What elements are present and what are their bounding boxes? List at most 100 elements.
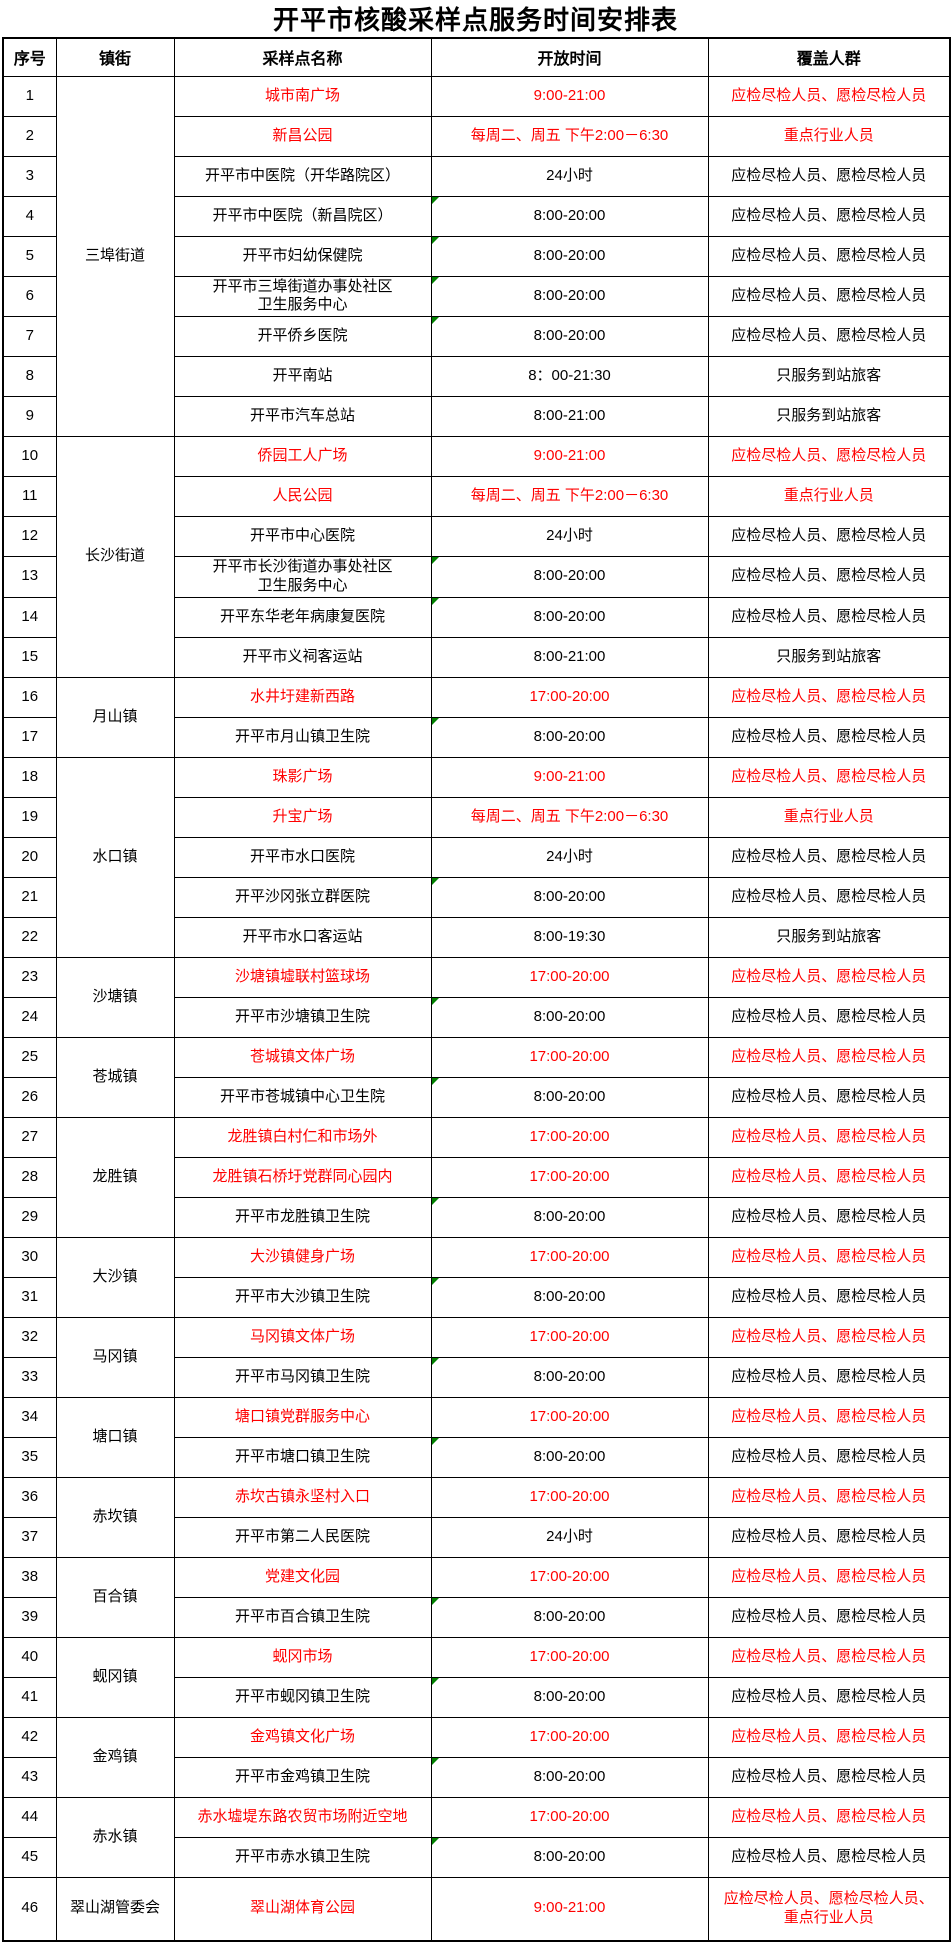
time-cell: 9:00-21:00 — [430, 1876, 709, 1942]
coverage-cell: 应检尽检人员、愿检尽检人员 — [707, 1516, 951, 1558]
site-name-cell: 翠山湖体育公园 — [173, 1876, 432, 1942]
site-name-cell: 苍城镇文体广场 — [173, 1036, 432, 1078]
row-number-cell: 24 — [2, 996, 57, 1038]
time-cell: 8:00-21:00 — [430, 396, 709, 437]
site-name-cell: 开平市金鸡镇卫生院 — [173, 1756, 432, 1798]
site-name-cell: 马冈镇文体广场 — [173, 1316, 432, 1358]
coverage-cell: 应检尽检人员、愿检尽检人员 — [707, 1756, 951, 1798]
site-name-cell: 开平市义祠客运站 — [173, 636, 432, 678]
coverage-cell: 应检尽检人员、愿检尽检人员 — [707, 556, 951, 598]
row-number-cell: 31 — [2, 1276, 57, 1318]
col-header-coverage: 覆盖人群 — [707, 37, 951, 77]
town-cell: 月山镇 — [55, 676, 175, 758]
coverage-cell: 应检尽检人员、愿检尽检人员 — [707, 1716, 951, 1758]
time-text: 8:00-20:00 — [533, 727, 606, 745]
time-text: 8:00-20:00 — [533, 1207, 606, 1225]
time-cell: 17:00-20:00 — [430, 1556, 709, 1598]
row-number-cell: 38 — [2, 1556, 57, 1598]
town-cell: 翠山湖管委会 — [55, 1876, 175, 1942]
table-row: 44 赤水镇 赤水墟堤东路农贸市场附近空地 17:00-20:00 应检尽检人员、愿检尽… — [2, 1796, 951, 1878]
table-row: 1 三埠街道 城市南广场 9:00-21:00 应检尽检人员、愿检尽检人员 — [2, 75, 951, 437]
row-number-cell: 8 — [2, 356, 57, 397]
coverage-cell: 应检尽检人员、愿检尽检人员 — [707, 516, 951, 557]
site-name-cell: 开平侨乡医院 — [173, 316, 432, 357]
table-row: 36 赤坎镇 赤坎古镇永坚村入口 17:00-20:00 应检尽检人员、愿检尽检人员 — [2, 1476, 951, 1558]
table-row: 33 开平市马冈镇卫生院 8:00-20:00 应检尽检人员、愿检尽检人员 — [2, 1356, 951, 1398]
coverage-cell: 应检尽检人员、愿检尽检人员 — [707, 1796, 951, 1838]
coverage-cell: 只服务到站旅客 — [707, 916, 951, 958]
time-text: 17:00-20:00 — [529, 1807, 610, 1825]
row-number-cell: 15 — [2, 636, 57, 678]
time-cell: 8:00-20:00 — [430, 996, 709, 1038]
cell-corner-marker-icon — [432, 1758, 439, 1765]
coverage-cell: 应检尽检人员、愿检尽检人员 — [707, 316, 951, 357]
time-text: 17:00-20:00 — [529, 1047, 610, 1065]
time-cell: 8:00-20:00 — [430, 1836, 709, 1878]
coverage-cell: 应检尽检人员、愿检尽检人员 — [707, 1476, 951, 1518]
coverage-cell: 应检尽检人员、愿检尽检人员 — [707, 1436, 951, 1478]
time-cell: 8:00-20:00 — [430, 1076, 709, 1118]
time-cell: 每周二、周五 下午2:00－6:30 — [430, 115, 709, 157]
coverage-cell: 重点行业人员 — [707, 115, 951, 157]
site-name-cell: 开平市赤水镇卫生院 — [173, 1836, 432, 1878]
table-row: 11 人民公园 每周二、周五 下午2:00－6:30 重点行业人员 — [2, 476, 951, 517]
time-text: 17:00-20:00 — [529, 1167, 610, 1185]
schedule-table: 序号 镇街 采样点名称 开放时间 覆盖人群 1 三埠街道 城市南广场 9:00-21:… — [2, 37, 951, 1942]
time-cell: 17:00-20:00 — [430, 1156, 709, 1198]
row-number-cell: 46 — [2, 1876, 57, 1942]
time-cell: 24小时 — [430, 516, 709, 557]
coverage-cell: 应检尽检人员、愿检尽检人员 — [707, 155, 951, 197]
town-cell: 金鸡镇 — [55, 1716, 175, 1798]
time-text: 8:00-20:00 — [533, 887, 606, 905]
time-text: 17:00-20:00 — [529, 967, 610, 985]
time-text: 17:00-20:00 — [529, 1407, 610, 1425]
table-row: 26 开平市苍城镇中心卫生院 8:00-20:00 应检尽检人员、愿检尽检人员 — [2, 1076, 951, 1118]
table-row: 12 开平市中心医院 24小时 应检尽检人员、愿检尽检人员 — [2, 516, 951, 557]
time-cell: 8：00-21:30 — [430, 356, 709, 397]
coverage-cell: 应检尽检人员、愿检尽检人员 — [707, 836, 951, 878]
site-name-cell: 龙胜镇石桥圩党群同心园内 — [173, 1156, 432, 1198]
time-cell: 17:00-20:00 — [430, 1636, 709, 1678]
row-number-cell: 11 — [2, 476, 57, 517]
coverage-cell: 只服务到站旅客 — [707, 636, 951, 678]
time-text: 17:00-20:00 — [529, 1487, 610, 1505]
time-text: 8:00-20:00 — [533, 1767, 606, 1785]
time-cell: 每周二、周五 下午2:00－6:30 — [430, 796, 709, 838]
time-cell: 24小时 — [430, 836, 709, 878]
time-cell: 8:00-20:00 — [430, 596, 709, 638]
row-number-cell: 28 — [2, 1156, 57, 1198]
cell-corner-marker-icon — [432, 998, 439, 1005]
table-row: 14 开平东华老年病康复医院 8:00-20:00 应检尽检人员、愿检尽检人员 — [2, 596, 951, 638]
row-number-cell: 39 — [2, 1596, 57, 1638]
coverage-cell: 应检尽检人员、愿检尽检人员 — [707, 275, 951, 317]
cell-corner-marker-icon — [432, 1598, 439, 1605]
coverage-cell: 应检尽检人员、愿检尽检人员 — [707, 876, 951, 918]
time-text: 8:00-20:00 — [533, 1687, 606, 1705]
table-row: 23 沙塘镇 沙塘镇墟联村篮球场 17:00-20:00 应检尽检人员、愿检尽检人员 — [2, 956, 951, 1038]
table-row: 7 开平侨乡医院 8:00-20:00 应检尽检人员、愿检尽检人员 — [2, 316, 951, 357]
coverage-cell: 应检尽检人员、愿检尽检人员、 重点行业人员 — [707, 1876, 951, 1942]
table-row: 17 开平市月山镇卫生院 8:00-20:00 应检尽检人员、愿检尽检人员 — [2, 716, 951, 758]
time-cell: 9:00-21:00 — [430, 756, 709, 798]
site-name-cell: 开平市中心医院 — [173, 516, 432, 557]
table-row: 34 塘口镇 塘口镇党群服务中心 17:00-20:00 应检尽检人员、愿检尽检人员 — [2, 1396, 951, 1478]
coverage-cell: 只服务到站旅客 — [707, 356, 951, 397]
row-number-cell: 44 — [2, 1796, 57, 1838]
coverage-cell: 应检尽检人员、愿检尽检人员 — [707, 1676, 951, 1718]
site-name-cell: 金鸡镇文化广场 — [173, 1716, 432, 1758]
cell-corner-marker-icon — [432, 317, 439, 324]
time-text: 每周二、周五 下午2:00－6:30 — [470, 487, 669, 505]
cell-corner-marker-icon — [432, 878, 439, 885]
table-row: 24 开平市沙塘镇卫生院 8:00-20:00 应检尽检人员、愿检尽检人员 — [2, 996, 951, 1038]
time-text: 17:00-20:00 — [529, 1327, 610, 1345]
time-text: 8:00-20:00 — [533, 1287, 606, 1305]
row-number-cell: 34 — [2, 1396, 57, 1438]
town-cell: 龙胜镇 — [55, 1116, 175, 1238]
site-name-cell: 珠影广场 — [173, 756, 432, 798]
site-name-cell: 开平市中医院（新昌院区） — [173, 195, 432, 237]
site-name-cell: 开平市第二人民医院 — [173, 1516, 432, 1558]
row-number-cell: 1 — [2, 75, 57, 117]
table-row: 6 开平市三埠街道办事处社区 卫生服务中心 8:00-20:00 应检尽检人员、愿检尽… — [2, 275, 951, 317]
site-name-cell: 新昌公园 — [173, 115, 432, 157]
time-text: 8:00-21:00 — [533, 407, 606, 425]
